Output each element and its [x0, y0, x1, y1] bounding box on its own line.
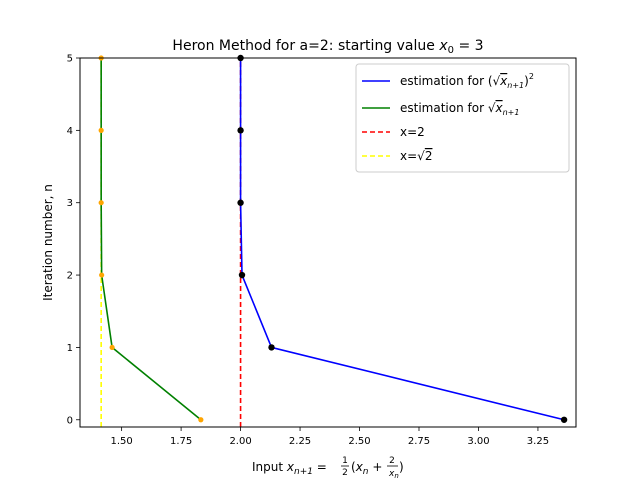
x-tick-label: 1.50: [110, 436, 132, 447]
legend-label-2: estimation for √xn+1: [400, 101, 519, 117]
series-1-point: [237, 127, 244, 134]
legend-label-3: x=2: [400, 125, 425, 139]
title-suffix: = 3: [454, 38, 484, 54]
y-tick-label: 0: [67, 415, 73, 426]
x-tick-label: 3.25: [527, 436, 549, 447]
xlabel-sub: n+1: [294, 467, 313, 477]
y-tick-label: 4: [67, 126, 73, 137]
series-markers: [98, 54, 568, 423]
xlabel-half-num: 1: [342, 456, 348, 466]
xlabel-eq: =: [313, 460, 327, 474]
xlabel-frac-den: xn: [388, 469, 399, 480]
xlabel-prefix: Input: [252, 460, 287, 474]
xlabel-plus: +: [369, 460, 383, 474]
x-tick-label: 2.75: [408, 436, 430, 447]
legend-label-4: x=√2: [400, 149, 432, 163]
xlabel-xn: x: [355, 460, 364, 474]
svg-text:): ): [399, 460, 404, 474]
series-2-point: [99, 272, 105, 278]
series-1-point: [237, 199, 244, 206]
series-lines: [100, 58, 565, 421]
series-line-1: [239, 58, 565, 421]
xlabel-open: (: [351, 460, 356, 474]
legend-label-1: estimation for (√xn+1)2: [400, 72, 534, 90]
y-tick-label: 5: [67, 54, 73, 65]
series-2-point: [98, 200, 104, 206]
x-axis-label: Input xn+1 = 1 2 (xn + 2 xn ): [252, 456, 404, 480]
legend-box: [355, 63, 570, 173]
axes-frame: [79, 57, 577, 428]
series-1-point: [268, 344, 275, 351]
x-tick-label: 2.25: [289, 436, 311, 447]
series-1-point: [238, 271, 246, 279]
y-tick-label: 3: [67, 198, 73, 209]
xlabel-var: x: [286, 460, 295, 474]
xlabel-frac-num: 2: [389, 456, 395, 466]
series-2-point: [109, 344, 115, 351]
title-prefix: Heron Method for a=2: starting value: [172, 38, 439, 54]
x-tick-label: 2.50: [348, 436, 370, 447]
xlabel-close: ): [399, 460, 404, 474]
y-tick-label: 1: [67, 343, 73, 354]
xlabel-half-den: 2: [342, 468, 348, 478]
y-axis-label: Iteration number, n: [41, 184, 55, 301]
title-sub: 0: [448, 45, 454, 56]
title-var: x: [438, 38, 448, 54]
legend: estimation for (√xn+1)2 estimation for √…: [355, 63, 570, 173]
x-tick-label: 1.75: [170, 436, 192, 447]
xlabel-xn-sub: n: [363, 467, 369, 477]
x-tick-label: 3.00: [467, 436, 489, 447]
y-axis-ticks: 0 1 2 3 4 5: [67, 54, 80, 426]
series-1-point: [560, 416, 568, 423]
y-tick-label: 2: [67, 271, 73, 282]
x-tick-label: 2.00: [229, 436, 251, 447]
chart-title: Heron Method for a=2: starting value x0 …: [172, 38, 483, 56]
svg-text:(xn +: (xn +: [351, 460, 382, 477]
svg-text:Input xn+1 =: Input xn+1 =: [252, 460, 327, 477]
series-2-point: [98, 127, 104, 133]
x-axis-ticks: 1.50 1.75 2.00 2.25 2.50 2.75 3.00 3.25: [110, 427, 549, 447]
series-2-point: [198, 417, 204, 423]
series-line-2: [100, 58, 202, 421]
